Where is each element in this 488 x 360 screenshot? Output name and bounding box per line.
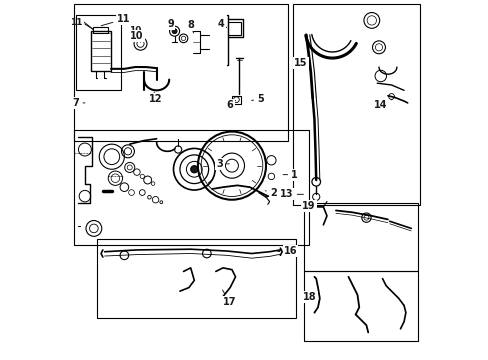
Text: 1: 1 xyxy=(283,170,298,180)
Text: 11: 11 xyxy=(70,18,82,27)
Text: 4: 4 xyxy=(217,19,226,29)
Circle shape xyxy=(190,166,198,173)
Text: 8: 8 xyxy=(187,20,194,33)
Text: 12: 12 xyxy=(149,92,163,104)
Text: 19: 19 xyxy=(302,201,315,211)
Bar xyxy=(74,4,287,140)
Bar xyxy=(303,203,418,271)
Bar xyxy=(303,271,418,341)
Text: 9: 9 xyxy=(167,19,174,30)
Text: 14: 14 xyxy=(373,99,391,110)
Bar xyxy=(76,15,121,90)
Text: 5: 5 xyxy=(251,94,264,104)
Text: 15: 15 xyxy=(294,58,311,69)
Bar xyxy=(292,4,419,205)
Bar xyxy=(93,27,108,33)
Text: 2: 2 xyxy=(265,188,276,198)
Text: 18: 18 xyxy=(303,292,316,302)
Text: 17: 17 xyxy=(222,290,236,307)
Text: 16: 16 xyxy=(277,246,297,256)
Text: 10: 10 xyxy=(130,31,143,42)
Circle shape xyxy=(172,29,177,34)
Text: 7: 7 xyxy=(72,98,85,108)
Text: 6: 6 xyxy=(226,100,235,110)
Bar xyxy=(97,239,296,318)
Text: 13: 13 xyxy=(280,189,303,199)
Bar xyxy=(228,22,241,35)
Bar xyxy=(91,31,110,71)
Text: 11: 11 xyxy=(101,14,130,26)
Bar xyxy=(74,130,308,244)
Text: 3: 3 xyxy=(216,159,229,169)
Text: 10: 10 xyxy=(129,26,141,35)
Bar xyxy=(231,96,241,104)
